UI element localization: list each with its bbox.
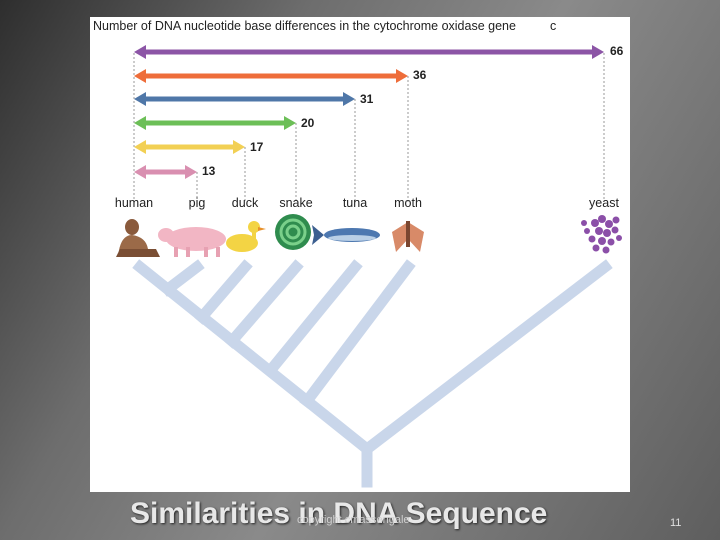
arrow-snake	[134, 116, 296, 130]
tree-branch-moth	[299, 259, 416, 409]
moth-picture	[392, 221, 424, 252]
arrow-moth	[134, 69, 408, 83]
slide-title: Similarities in DNA Sequence	[130, 497, 548, 530]
species-label-moth: moth	[394, 196, 422, 210]
page-number: 11	[670, 517, 682, 529]
difference-label-snake: 20	[301, 116, 315, 130]
pig-picture	[158, 227, 226, 257]
organism-pictures	[116, 214, 622, 257]
tree-branch-duck	[194, 259, 253, 325]
difference-arrows	[134, 45, 604, 179]
difference-label-yeast: 66	[610, 44, 624, 58]
duck-picture	[226, 221, 266, 252]
figure-title: Number of DNA nucleotide base difference…	[93, 19, 516, 33]
tree-branch-pig	[160, 259, 205, 297]
difference-label-moth: 36	[413, 68, 427, 82]
human-picture	[116, 219, 160, 257]
species-label-pig: pig	[188, 196, 206, 210]
phylogenetic-tree	[132, 259, 613, 488]
arrow-yeast	[134, 45, 604, 59]
difference-label-pig: 13	[202, 164, 216, 178]
figure-title-letter: c	[550, 19, 557, 33]
phylogeny-figure: Number of DNA nucleotide base difference…	[90, 17, 630, 492]
yeast-picture	[581, 215, 622, 254]
figure-graphics	[116, 45, 622, 488]
species-label-human: human	[114, 196, 154, 210]
tree-branch-tuna	[262, 259, 363, 379]
species-label-tuna: tuna	[342, 196, 368, 210]
difference-label-tuna: 31	[360, 92, 374, 106]
arrow-pig	[134, 165, 197, 179]
reference-lines	[133, 53, 605, 202]
copyright-notice: copyright cmassengale	[297, 514, 410, 526]
species-label-snake: snake	[279, 196, 313, 210]
snake-picture	[275, 214, 311, 250]
species-label-duck: duck	[231, 196, 259, 210]
arrow-duck	[134, 140, 245, 154]
tree-branch-yeast	[359, 259, 613, 457]
arrow-tuna	[134, 92, 355, 106]
tree-branch-animals	[132, 259, 375, 457]
species-label-yeast: yeast	[589, 196, 619, 210]
difference-label-duck: 17	[250, 140, 264, 154]
tree-branch-snake	[224, 259, 304, 349]
tuna-picture	[312, 225, 380, 245]
